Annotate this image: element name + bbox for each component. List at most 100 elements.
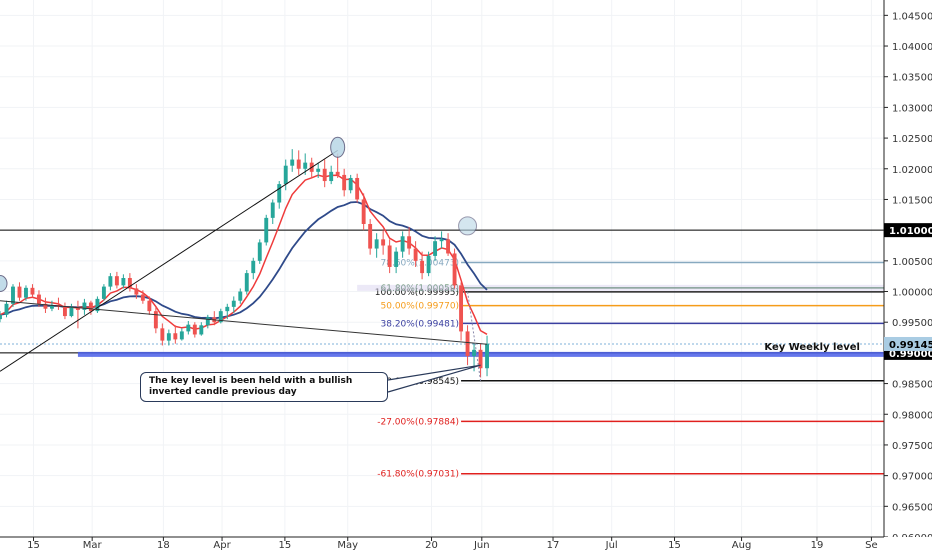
candle-body bbox=[101, 286, 106, 299]
candle-body bbox=[140, 294, 145, 301]
fast-moving-average-line bbox=[0, 174, 488, 335]
candle-body bbox=[24, 287, 28, 298]
fib-level-label: 78.60%(1.00473) bbox=[381, 258, 460, 268]
candle-body bbox=[335, 171, 340, 175]
y-tick-label: 0.98500 bbox=[892, 380, 932, 391]
annotation-callout: The key level is been held with a bullis… bbox=[140, 372, 388, 402]
y-tick-label: 0.97500 bbox=[892, 441, 932, 452]
y-tick-label: 1.03000 bbox=[892, 103, 932, 114]
candle-body bbox=[88, 302, 93, 312]
candle-body bbox=[244, 273, 249, 292]
y-tick-label: 0.96500 bbox=[892, 502, 932, 513]
candle-body bbox=[355, 177, 360, 200]
candle-body bbox=[381, 239, 386, 246]
candle-body bbox=[303, 162, 308, 169]
candle-body bbox=[478, 349, 483, 369]
candle-body bbox=[75, 306, 80, 310]
price-label: 0.99000 bbox=[889, 349, 932, 360]
candle-body bbox=[290, 159, 295, 166]
fib-level-label: -27.00%(0.97884) bbox=[377, 417, 459, 427]
y-tick-label: 0.97000 bbox=[892, 472, 932, 483]
x-tick-label: Aug bbox=[732, 540, 752, 550]
x-tick-label: Jun bbox=[473, 540, 490, 550]
candle-body bbox=[238, 291, 243, 301]
candle-body bbox=[0, 314, 2, 320]
candle-body bbox=[472, 349, 476, 356]
candle-body bbox=[316, 168, 321, 172]
candle-body bbox=[426, 255, 431, 274]
y-tick-label: 0.98000 bbox=[892, 410, 932, 421]
price-label: 1.01000 bbox=[889, 226, 932, 237]
candle-body bbox=[62, 306, 67, 317]
candle-body bbox=[420, 260, 425, 274]
candle-body bbox=[50, 305, 54, 309]
candle-body bbox=[4, 303, 9, 315]
fib-anchor-line bbox=[467, 291, 482, 381]
candle-body bbox=[43, 303, 48, 309]
x-tick-label: Apr bbox=[213, 540, 231, 550]
y-tick-label: 0.99500 bbox=[892, 318, 932, 329]
candle-body bbox=[179, 331, 184, 340]
y-tick-label: 1.02000 bbox=[892, 165, 932, 176]
candle-body bbox=[251, 260, 256, 274]
x-tick-label: 18 bbox=[157, 540, 170, 550]
price-label-box bbox=[884, 336, 932, 351]
candle-body bbox=[270, 202, 275, 218]
x-tick-label: Mar bbox=[83, 540, 103, 550]
candle-body bbox=[127, 278, 132, 289]
candle-body bbox=[413, 248, 418, 261]
candle-body bbox=[459, 285, 464, 332]
x-tick-label: 15 bbox=[27, 540, 40, 550]
trendline bbox=[0, 149, 338, 372]
candle-body bbox=[296, 159, 301, 169]
time-scale-background bbox=[0, 537, 932, 550]
price-label: 0.99145 bbox=[889, 340, 932, 351]
candle-body bbox=[348, 177, 353, 191]
candle-body bbox=[11, 286, 15, 304]
candle-body bbox=[322, 168, 327, 182]
marker-ellipse bbox=[458, 216, 478, 236]
y-tick-label: 1.00000 bbox=[892, 288, 932, 299]
candle-body bbox=[160, 328, 165, 341]
candle-body bbox=[153, 311, 158, 329]
fib-zone bbox=[357, 284, 884, 291]
fib-level-label: 50.00%(0.99770) bbox=[381, 302, 460, 312]
candle-body bbox=[134, 288, 139, 295]
candle-body bbox=[283, 165, 288, 185]
y-tick-label: 1.01500 bbox=[892, 195, 932, 206]
candle-body bbox=[166, 333, 171, 341]
price-scale-background bbox=[884, 0, 932, 550]
candle-body bbox=[17, 286, 22, 298]
candle-body bbox=[95, 298, 100, 312]
candle-body bbox=[173, 333, 178, 340]
y-tick-label: 1.02500 bbox=[892, 134, 932, 145]
candle-body bbox=[439, 239, 444, 242]
y-tick-label: 1.04500 bbox=[892, 11, 932, 22]
candle-body bbox=[407, 236, 412, 249]
candle-body bbox=[374, 239, 379, 249]
candle-body bbox=[433, 241, 438, 256]
candle-body bbox=[446, 239, 451, 254]
candle-body bbox=[30, 287, 35, 295]
price-label-box bbox=[884, 223, 932, 238]
fib-level-label: 100.00%(0.99995) bbox=[375, 288, 459, 298]
candle-body bbox=[277, 184, 282, 203]
x-tick-label: 15 bbox=[668, 540, 681, 550]
candle-body bbox=[400, 236, 405, 252]
marker-ellipse bbox=[330, 136, 346, 158]
y-tick-label: 1.00500 bbox=[892, 257, 932, 268]
candle-body bbox=[205, 317, 210, 326]
y-tick-label: 1.03500 bbox=[892, 73, 932, 84]
candle-body bbox=[329, 171, 334, 182]
candle-body bbox=[465, 331, 470, 356]
callout-pointer bbox=[387, 364, 481, 393]
candle-body bbox=[147, 300, 152, 312]
candle-body bbox=[231, 300, 236, 307]
candle-body bbox=[225, 306, 230, 312]
fib-level-label: -61.80%(0.97031) bbox=[377, 470, 459, 480]
x-tick-label: 19 bbox=[811, 540, 824, 550]
arrow-line bbox=[0, 300, 488, 345]
candle-body bbox=[452, 253, 457, 286]
